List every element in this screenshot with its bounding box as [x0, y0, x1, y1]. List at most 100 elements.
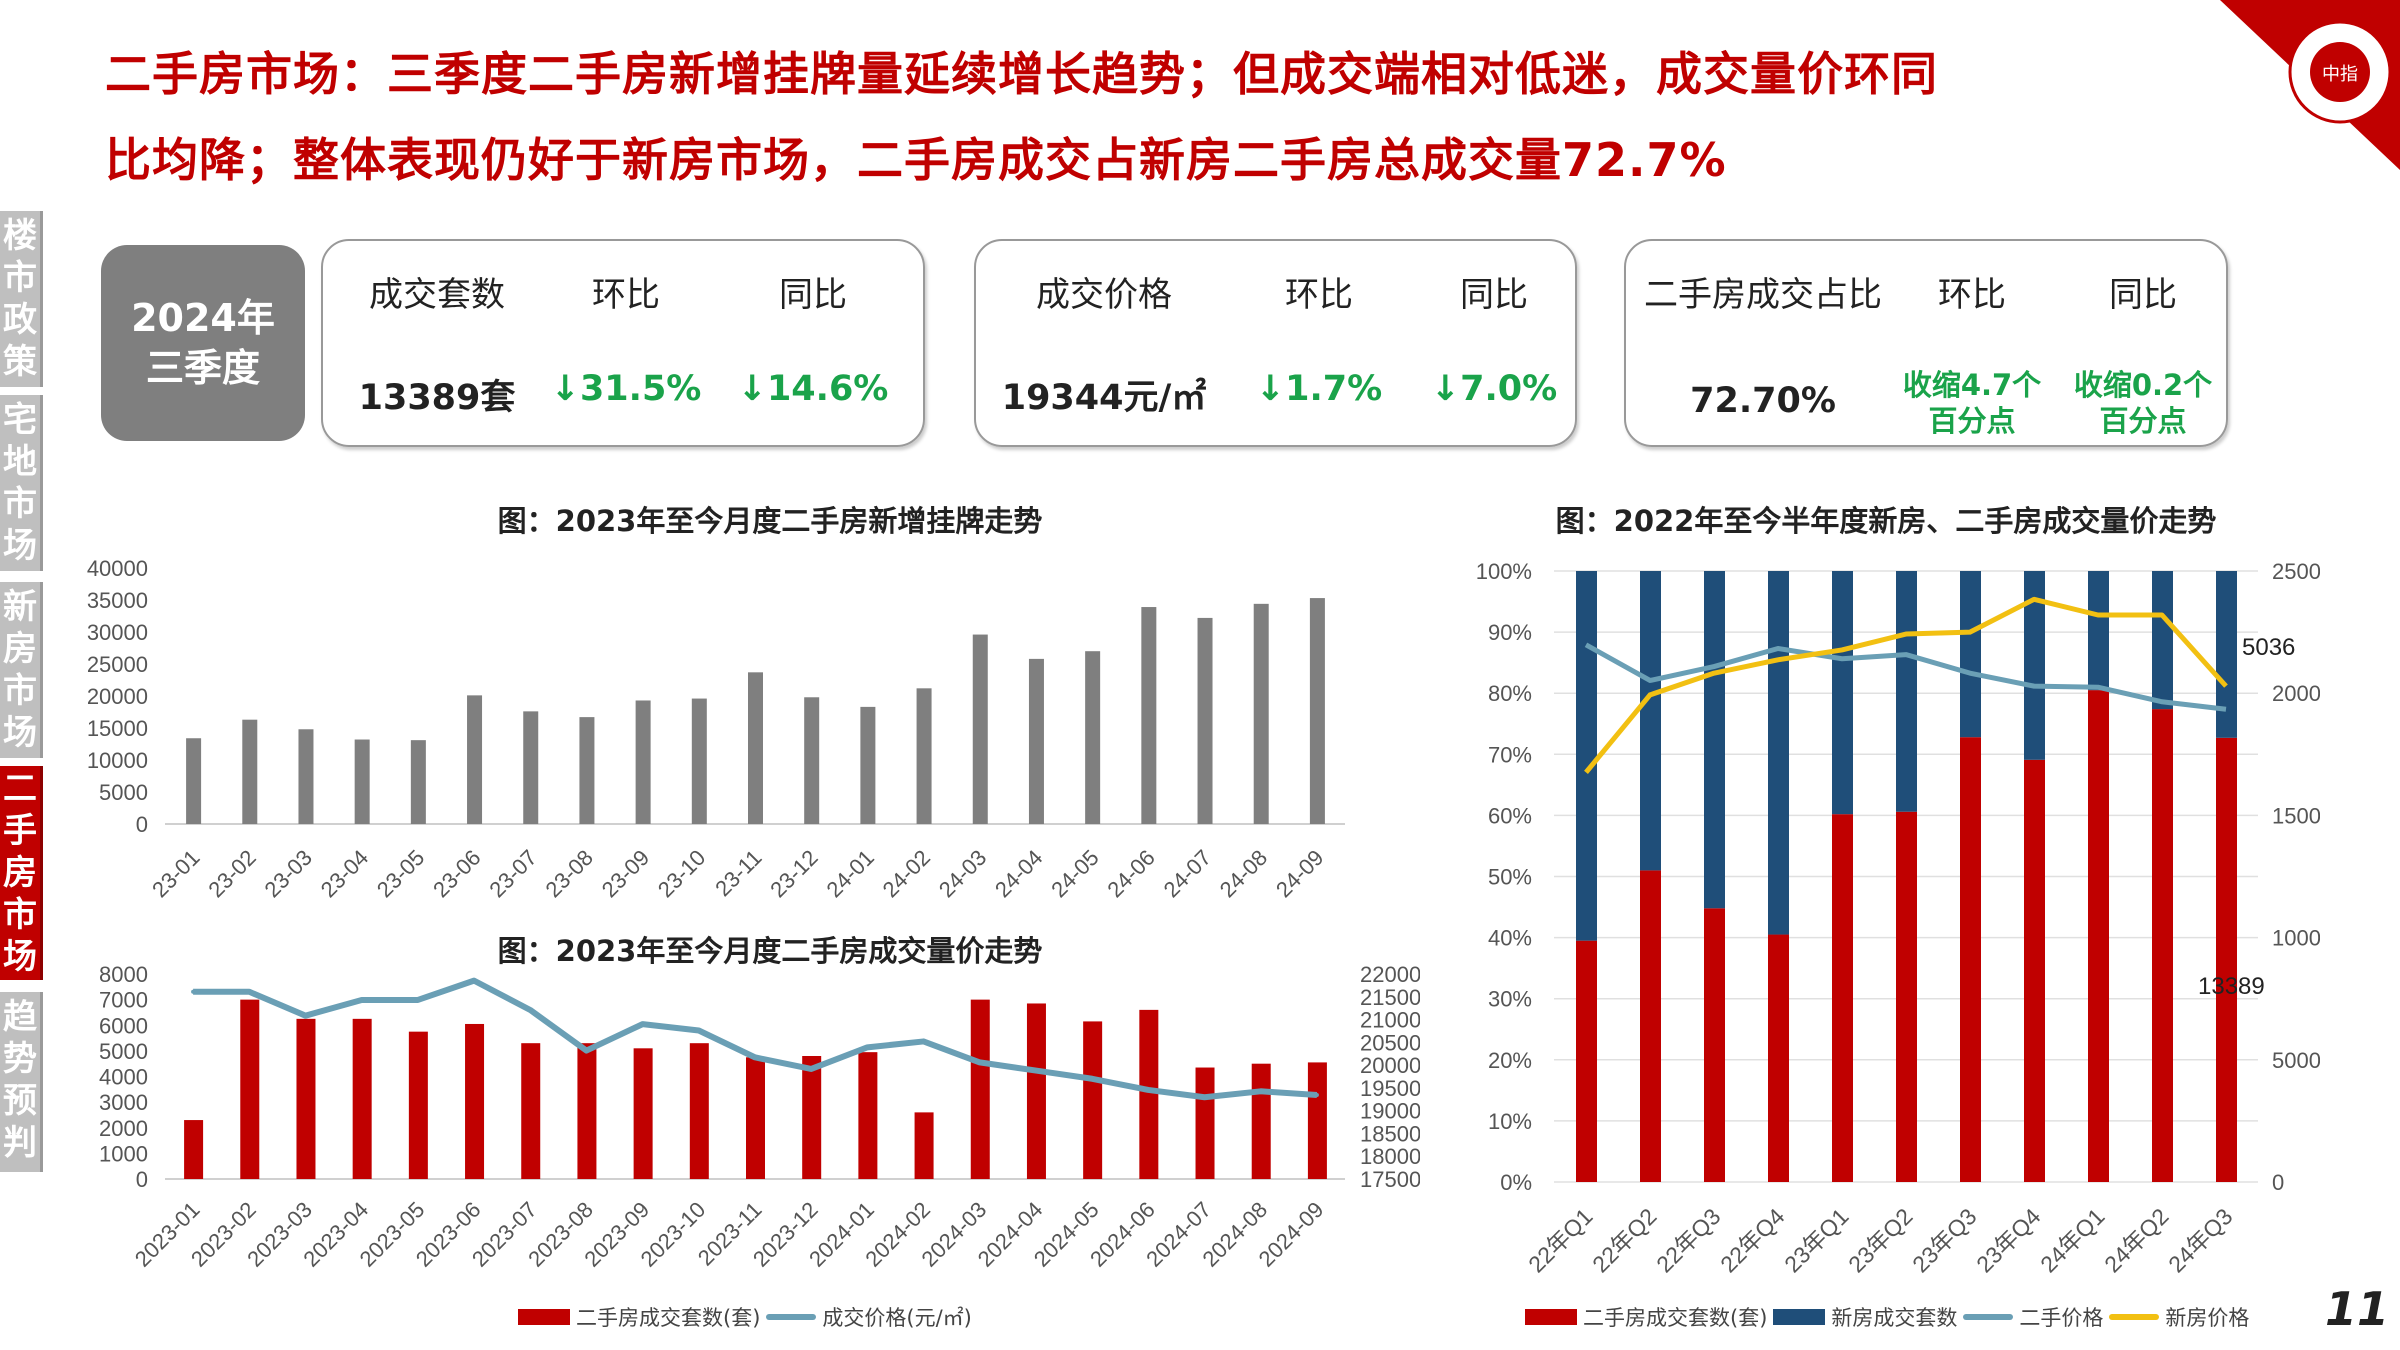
bar-listings — [1085, 651, 1101, 824]
y-tick-label: 15000 — [87, 716, 148, 741]
y-tick-label: 21500 — [1360, 985, 1420, 1010]
bar-volume — [240, 999, 260, 1179]
line-resale-price — [1584, 642, 2227, 712]
y-tick-label: 5000 — [99, 1039, 148, 1064]
y-tick-label: 0 — [136, 812, 148, 837]
legend-label: 新房价格 — [2165, 1306, 2250, 1330]
kpi-share-card: 二手房成交占比 环比 同比 72.70% 收缩4.7个 百分点 收缩0.2个 百分点 — [1624, 239, 2228, 447]
x-tick-label: 24-09 — [1271, 845, 1328, 902]
price-point — [753, 1055, 757, 1060]
y-tick-label: 5000 — [99, 780, 148, 805]
bar-volume — [352, 1018, 372, 1179]
bar-listings — [467, 695, 483, 824]
y-tick-label: 90% — [1488, 620, 1532, 645]
bar-volume — [914, 1112, 934, 1179]
bar-listings — [635, 700, 651, 824]
bar-listings — [354, 739, 370, 824]
legend-label: 新房成交套数 — [1831, 1306, 1958, 1330]
bar-volume — [858, 1052, 878, 1179]
x-tick-label: 23年Q1 — [1779, 1203, 1853, 1277]
y-tick-label: 20500 — [1360, 1030, 1420, 1055]
y-tick-label: 22000 — [1360, 962, 1420, 987]
bar-new-share — [1704, 571, 1725, 909]
sidebar-item-forecast[interactable]: 趋势预判 — [0, 992, 43, 1172]
bar-volume — [633, 1048, 653, 1179]
y-tick-label: 25000 — [2272, 559, 2320, 584]
y-tick-label: 3000 — [99, 1090, 148, 1115]
data-label-resale-volume: 13389 — [2198, 973, 2265, 1000]
bar-listings — [1253, 603, 1269, 824]
y-tick-label: 0 — [136, 1167, 148, 1192]
sidebar-item-resale[interactable]: 二手房市场 — [0, 766, 43, 980]
bar-volume — [465, 1023, 485, 1179]
y-tick-label: 20000 — [1360, 1053, 1420, 1078]
y-tick-label: 30000 — [87, 620, 148, 645]
sidebar-item-policy[interactable]: 楼市政策 — [0, 211, 43, 387]
listings-chart: 0 5000 10000 15000 20000 25000 30000 35000 40000… — [87, 556, 1345, 902]
kpi-label: 二手房成交占比 — [1644, 275, 1882, 315]
period-quarter: 三季度 — [145, 346, 260, 390]
price-point — [191, 989, 196, 994]
kpi-mom-line: 百分点 — [1928, 404, 2016, 438]
y-tick-label: 17500 — [1360, 1167, 1420, 1192]
bar-new-share — [1768, 571, 1789, 935]
bar-resale-share — [2152, 709, 2173, 1182]
bar-new-share — [1960, 571, 1981, 738]
y-tick-label: 0% — [1500, 1170, 1532, 1195]
x-tick-label: 23-09 — [597, 845, 654, 902]
y-tick-label: 20000 — [2272, 681, 2320, 706]
y-tick-label: 40000 — [87, 556, 148, 581]
price-point — [584, 1048, 589, 1053]
bar-volume — [689, 1043, 709, 1179]
legend-swatch-price — [766, 1314, 817, 1320]
bar-resale-share — [2216, 737, 2237, 1182]
kpi-mom: ↓1.7% — [1255, 369, 1383, 409]
legend-swatch-volume — [518, 1309, 570, 1325]
legend-label: 二手价格 — [2019, 1306, 2104, 1330]
bar-volume — [1195, 1067, 1215, 1179]
price-point — [865, 1045, 870, 1050]
bar-resale-share — [1704, 908, 1725, 1182]
y-tick-label: 1000 — [99, 1141, 148, 1166]
kpi-yoy: 收缩0.2个 百分点 — [2074, 367, 2212, 439]
legend-label: 二手房成交套数(套) — [1583, 1306, 1768, 1330]
kpi-price-card: 成交价格 环比 同比 19344元/㎡ ↓1.7% ↓7.0% — [974, 239, 1577, 447]
y-tick-label: 80% — [1488, 681, 1532, 706]
bar-resale-share — [1896, 811, 1917, 1182]
bar-listings — [298, 729, 314, 824]
chart-title-monthly: 图：2023年至今月度二手房成交量价走势 — [497, 934, 1043, 968]
bar-listings — [748, 672, 763, 824]
bar-listings — [579, 717, 595, 824]
y-tick-label: 60% — [1488, 803, 1532, 828]
chart-title-listings: 图：2023年至今月度二手房新增挂牌走势 — [497, 504, 1043, 538]
price-point — [977, 1060, 982, 1065]
legend-swatch-resale-price — [1963, 1314, 2014, 1320]
y-tick-label: 100% — [1476, 559, 1532, 584]
y-tick-label: 21000 — [1360, 1008, 1420, 1033]
kpi-label: 环比 — [1938, 275, 2006, 315]
price-point — [921, 1039, 926, 1044]
sidebar-item-land[interactable]: 宅地市场 — [0, 395, 43, 571]
kpi-yoy: ↓7.0% — [1430, 369, 1558, 409]
svg-text:中指: 中指 — [2322, 64, 2358, 84]
y-tick-label: 2000 — [99, 1116, 148, 1141]
bar-listings — [1309, 598, 1325, 824]
bar-volume — [1139, 1009, 1159, 1179]
kpi-yoy-line: 收缩0.2个 — [2073, 368, 2213, 402]
y-tick-label: 70% — [1488, 742, 1532, 767]
y-tick-label: 35000 — [87, 588, 148, 613]
x-tick-label: 24年Q2 — [2099, 1203, 2173, 1277]
sidebar-item-new-home[interactable]: 新房市场 — [0, 582, 43, 758]
bar-listings — [804, 697, 820, 824]
kpi-label: 同比 — [1460, 275, 1528, 315]
price-point — [1146, 1087, 1151, 1092]
bar-new-share — [2152, 571, 2173, 710]
bar-new-share — [1832, 571, 1853, 815]
bar-new-share — [1896, 571, 1917, 812]
headline-line-1: 二手房市场：三季度二手房新增挂牌量延续增长趋势；但成交端相对低迷，成交量价环同 — [105, 47, 1938, 101]
x-tick-label: 24-07 — [1159, 845, 1216, 902]
bar-volume — [1083, 1021, 1103, 1179]
period-badge: 2024年 三季度 — [101, 245, 305, 441]
price-point — [528, 1007, 533, 1012]
legend-swatch-new-volume — [1773, 1309, 1826, 1325]
